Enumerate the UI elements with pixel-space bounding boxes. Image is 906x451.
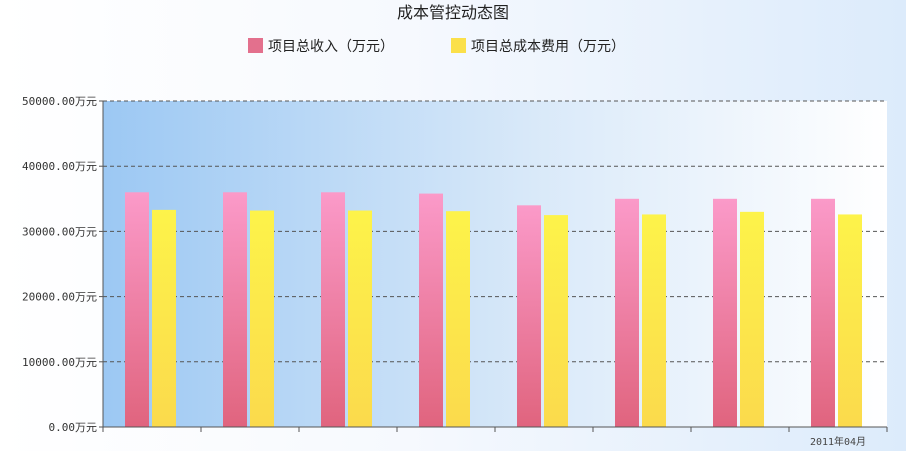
- bar-cost: [838, 214, 862, 427]
- legend-swatch-cost: [451, 38, 466, 53]
- bar-cost: [544, 215, 568, 427]
- bars: [125, 192, 862, 427]
- bar-revenue: [125, 192, 149, 427]
- bar-revenue: [811, 198, 835, 427]
- x-tick-label: 2011年04月: [810, 435, 866, 448]
- plot-area: [103, 101, 887, 427]
- y-tick-label: 50000.00万元: [22, 95, 97, 108]
- bar-cost: [740, 211, 764, 427]
- y-tick-label: 30000.00万元: [22, 225, 97, 238]
- legend-swatch-revenue: [248, 38, 263, 53]
- bar-revenue: [321, 192, 345, 427]
- x-axis-ticks: 2011年04月: [102, 427, 888, 448]
- legend-label-cost: 项目总成本费用（万元）: [471, 39, 625, 55]
- y-tick-label: 10000.00万元: [22, 356, 97, 369]
- bar-cost: [446, 211, 470, 427]
- y-axis-ticks: 0.00万元 10000.00万元 20000.00万元 30000.00万元 4000…: [22, 95, 103, 434]
- y-tick-label: 20000.00万元: [22, 291, 97, 304]
- legend-label-revenue: 项目总收入（万元）: [268, 39, 394, 55]
- bar-revenue: [419, 193, 443, 427]
- bar-revenue: [223, 192, 247, 427]
- legend: 项目总收入（万元） 项目总成本费用（万元）: [248, 38, 625, 55]
- y-tick-label: 0.00万元: [49, 421, 98, 434]
- bar-revenue: [713, 198, 737, 427]
- bar-cost: [642, 214, 666, 427]
- chart-title: 成本管控动态图: [397, 3, 509, 22]
- y-tick-label: 40000.00万元: [22, 160, 97, 173]
- bar-revenue: [517, 205, 541, 427]
- bar-cost: [348, 210, 372, 427]
- bar-cost: [152, 209, 176, 427]
- bar-cost: [250, 210, 274, 427]
- bar-revenue: [615, 198, 639, 427]
